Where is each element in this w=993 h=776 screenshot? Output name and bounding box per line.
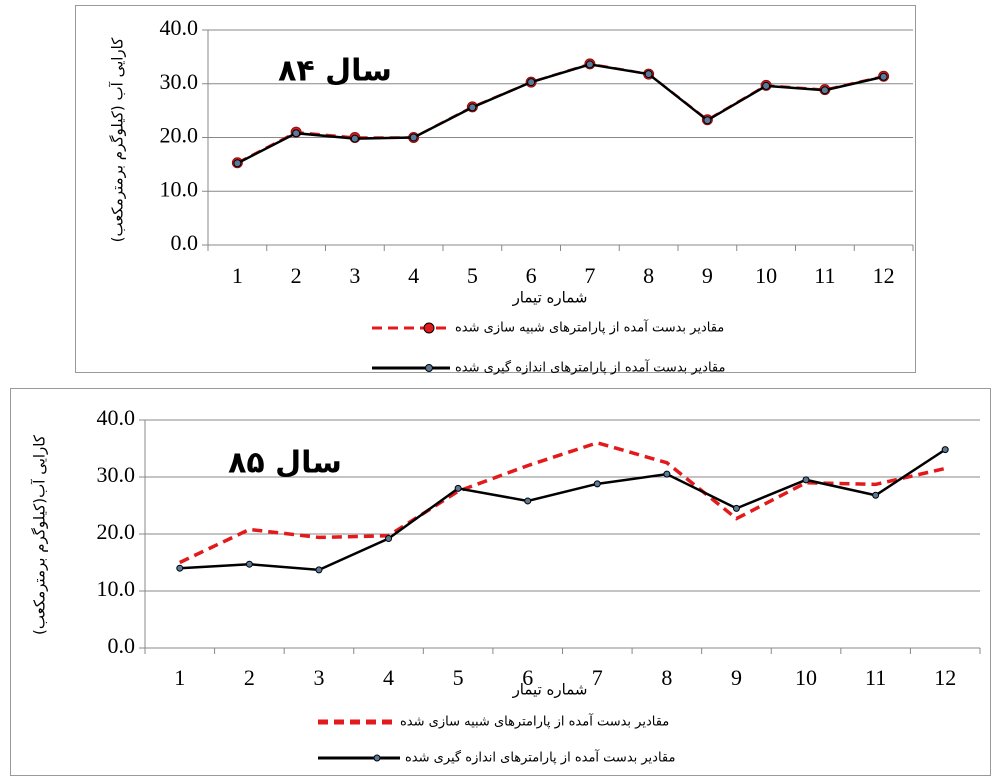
x-tick-label: 7 bbox=[584, 263, 595, 288]
data-point bbox=[468, 103, 477, 112]
data-point bbox=[762, 81, 771, 90]
data-point bbox=[872, 491, 880, 499]
x-tick-label: 11 bbox=[814, 263, 835, 288]
x-axis-label: شماره تیمار bbox=[512, 681, 588, 699]
y-tick-label: 0.0 bbox=[108, 633, 136, 658]
y-tick-label: 40.0 bbox=[160, 15, 199, 40]
x-tick-label: 6 bbox=[522, 665, 533, 690]
data-point bbox=[245, 560, 253, 568]
data-point bbox=[292, 129, 301, 138]
data-point bbox=[527, 78, 536, 87]
x-tick-label: 8 bbox=[661, 665, 672, 690]
data-point bbox=[585, 60, 594, 69]
data-point bbox=[802, 476, 810, 484]
x-tick-label: 7 bbox=[592, 665, 603, 690]
x-tick-label: 2 bbox=[244, 665, 255, 690]
x-tick-label: 4 bbox=[383, 665, 394, 690]
x-tick-label: 1 bbox=[232, 263, 243, 288]
data-point bbox=[385, 535, 393, 543]
x-tick-label: 3 bbox=[349, 263, 360, 288]
data-point bbox=[879, 72, 888, 81]
data-point bbox=[820, 86, 829, 95]
data-point bbox=[233, 159, 242, 168]
data-point bbox=[176, 564, 184, 572]
data-line bbox=[236, 63, 884, 165]
x-tick-label: 2 bbox=[291, 263, 302, 288]
y-tick-label: 30.0 bbox=[97, 462, 136, 487]
legend-marker bbox=[423, 322, 435, 334]
legend-marker bbox=[425, 364, 433, 372]
chart-title: سال ۸۴ bbox=[278, 54, 392, 89]
data-point bbox=[315, 566, 323, 574]
data-line bbox=[179, 448, 946, 572]
y-tick-label: 40.0 bbox=[97, 405, 136, 430]
x-tick-label: 10 bbox=[795, 665, 817, 690]
y-tick-label: 10.0 bbox=[160, 176, 199, 201]
chart-title: سال ۸۵ bbox=[228, 446, 342, 481]
y-tick-label: 0.0 bbox=[171, 230, 199, 255]
x-tick-label: 6 bbox=[526, 263, 537, 288]
chart-frame bbox=[75, 5, 916, 373]
x-tick-label: 11 bbox=[865, 665, 886, 690]
legend-marker bbox=[373, 754, 381, 762]
x-tick-label: 12 bbox=[934, 665, 956, 690]
legend-label: مقادیر بدست آمده از پارامترهای اندازه گی… bbox=[405, 749, 675, 766]
data-point bbox=[524, 497, 532, 505]
x-tick-label: 12 bbox=[873, 263, 895, 288]
legend-label: مقادیر بدست آمده از پارامترهای شبیه سازی… bbox=[400, 713, 669, 730]
x-tick-label: 8 bbox=[643, 263, 654, 288]
x-tick-label: 10 bbox=[755, 263, 777, 288]
data-point bbox=[644, 70, 653, 79]
y-tick-label: 10.0 bbox=[97, 576, 136, 601]
data-point bbox=[941, 446, 949, 454]
data-point bbox=[409, 133, 418, 142]
data-point bbox=[350, 134, 359, 143]
data-point bbox=[703, 116, 712, 125]
y-axis-label: کارایی آب (کیلوگرم برمترمکعب) bbox=[109, 37, 127, 243]
x-tick-label: 3 bbox=[313, 665, 324, 690]
y-tick-label: 20.0 bbox=[97, 519, 136, 544]
x-tick-label: 9 bbox=[731, 665, 742, 690]
data-point bbox=[663, 470, 671, 478]
legend-label: مقادیر بدست آمده از پارامترهای اندازه گی… bbox=[455, 359, 725, 376]
x-tick-label: 1 bbox=[174, 665, 185, 690]
legend-label: مقادیر بدست آمده از پارامترهای شبیه سازی… bbox=[455, 319, 724, 336]
x-tick-label: 4 bbox=[408, 263, 419, 288]
data-point bbox=[593, 480, 601, 488]
y-tick-label: 30.0 bbox=[160, 69, 199, 94]
data-line bbox=[179, 440, 946, 565]
y-tick-label: 20.0 bbox=[160, 123, 199, 148]
x-axis-label: شماره تیمار bbox=[512, 289, 588, 307]
y-axis-label: کارایی آب(کیلوگرم برمترمکعب) bbox=[31, 434, 49, 635]
data-point bbox=[732, 504, 740, 512]
data-point bbox=[454, 484, 462, 492]
x-tick-label: 5 bbox=[467, 263, 478, 288]
x-tick-label: 9 bbox=[702, 263, 713, 288]
x-tick-label: 5 bbox=[453, 665, 464, 690]
